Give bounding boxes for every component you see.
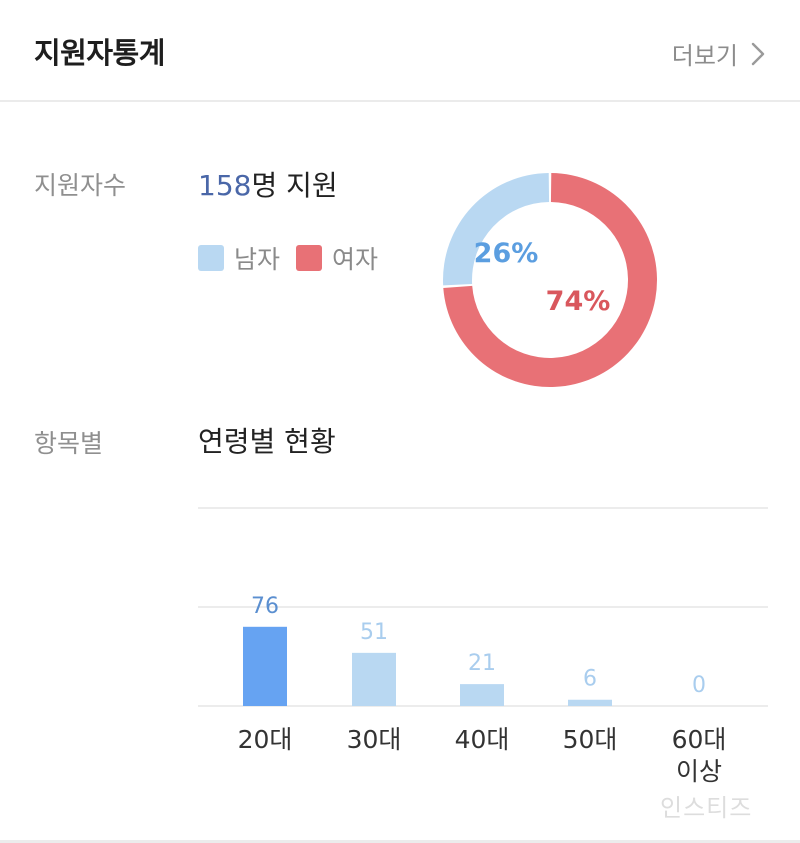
legend-swatch-female <box>296 245 323 271</box>
category-label: 이상 <box>676 757 722 786</box>
bar <box>243 626 287 706</box>
age-section-title: 연령별 현황 <box>198 425 336 458</box>
by-item-label: 항목별 <box>34 429 104 458</box>
applicant-count: 158명 지원 <box>198 164 338 204</box>
bar-value-label: 6 <box>583 667 597 692</box>
legend-item-male: 남자 <box>198 240 280 276</box>
legend-label-male: 남자 <box>234 245 281 274</box>
bottom-divider <box>0 840 800 843</box>
category-label: 20대 <box>238 725 293 754</box>
watermark: 인스티즈 <box>660 794 753 822</box>
bar-value-label: 76 <box>251 594 279 619</box>
legend-swatch-male <box>198 245 224 271</box>
applicant-count-label: 지원자수 <box>34 171 127 200</box>
bar <box>460 684 504 706</box>
category-label: 50대 <box>563 725 618 754</box>
applicant-count-suffix: 명 지원 <box>251 169 338 202</box>
page-title: 지원자통계 <box>34 36 165 70</box>
more-link[interactable]: 더보기 <box>672 36 768 71</box>
bar-value-label: 0 <box>692 673 706 698</box>
more-link-label: 더보기 <box>671 42 738 70</box>
category-label: 40대 <box>455 725 510 754</box>
category-label: 60대 <box>672 725 727 754</box>
gender-donut-chart: 26%74% <box>443 173 657 387</box>
gender-legend: 남자 여자 <box>198 240 394 276</box>
header: 지원자통계 더보기 <box>0 0 800 102</box>
donut-label-male: 26% <box>474 238 539 269</box>
bar-value-label: 51 <box>360 620 388 645</box>
applicant-count-number: 158 <box>198 169 252 202</box>
donut-slice-male <box>443 173 550 286</box>
category-label: 30대 <box>347 725 402 754</box>
legend-label-female: 여자 <box>332 245 379 274</box>
donut-label-female: 74% <box>546 286 611 317</box>
chevron-right-icon <box>751 42 765 65</box>
bar <box>568 699 612 706</box>
legend-item-female: 여자 <box>296 240 378 276</box>
bar-value-label: 21 <box>468 651 496 676</box>
bar <box>352 652 396 706</box>
